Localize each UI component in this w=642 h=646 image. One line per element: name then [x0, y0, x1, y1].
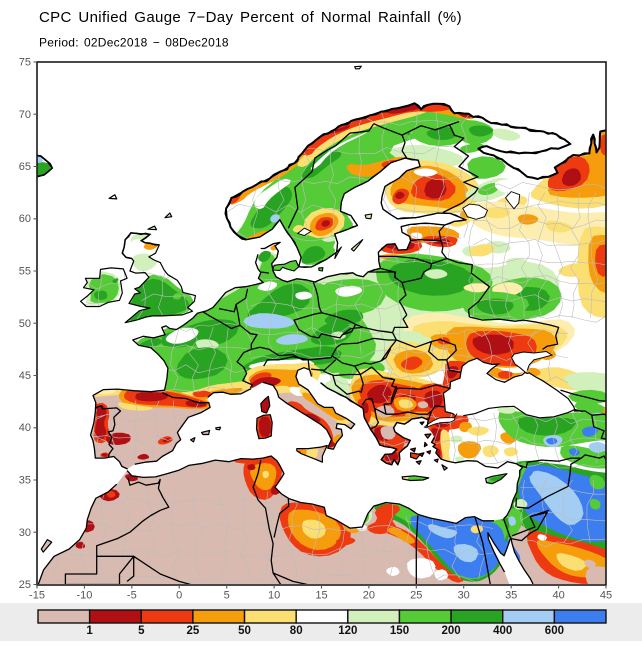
- svg-text:10: 10: [268, 590, 280, 602]
- svg-text:35: 35: [505, 590, 517, 602]
- svg-text:-5: -5: [127, 590, 137, 602]
- svg-text:5: 5: [224, 590, 230, 602]
- svg-text:50: 50: [238, 625, 251, 637]
- svg-text:150: 150: [390, 625, 409, 637]
- svg-text:25: 25: [410, 590, 422, 602]
- svg-text:60: 60: [19, 213, 31, 225]
- svg-text:65: 65: [19, 161, 31, 173]
- svg-text:75: 75: [19, 57, 31, 69]
- svg-text:Period: 02Dec2018 − 08Dec2018: Period: 02Dec2018 − 08Dec2018: [39, 36, 229, 50]
- svg-text:35: 35: [19, 475, 31, 487]
- svg-text:40: 40: [19, 422, 31, 434]
- svg-text:120: 120: [338, 625, 357, 637]
- svg-text:45: 45: [19, 370, 31, 382]
- svg-text:25: 25: [19, 579, 31, 591]
- svg-text:600: 600: [545, 625, 564, 637]
- svg-text:15: 15: [315, 590, 327, 602]
- svg-text:5: 5: [138, 625, 145, 637]
- svg-text:-10: -10: [76, 590, 92, 602]
- svg-text:25: 25: [187, 625, 200, 637]
- svg-text:70: 70: [19, 109, 31, 121]
- svg-text:200: 200: [442, 625, 461, 637]
- svg-text:-15: -15: [29, 590, 45, 602]
- svg-text:400: 400: [493, 625, 512, 637]
- svg-text:0: 0: [176, 590, 182, 602]
- svg-text:80: 80: [290, 625, 303, 637]
- svg-text:45: 45: [600, 590, 612, 602]
- svg-text:20: 20: [363, 590, 375, 602]
- svg-text:40: 40: [552, 590, 564, 602]
- svg-text:30: 30: [19, 527, 31, 539]
- svg-text:1: 1: [86, 625, 93, 637]
- svg-text:30: 30: [458, 590, 470, 602]
- svg-text:55: 55: [19, 266, 31, 278]
- svg-text:CPC Unified Gauge 7−Day Percen: CPC Unified Gauge 7−Day Percent of Norma…: [39, 9, 462, 26]
- svg-text:50: 50: [19, 318, 31, 330]
